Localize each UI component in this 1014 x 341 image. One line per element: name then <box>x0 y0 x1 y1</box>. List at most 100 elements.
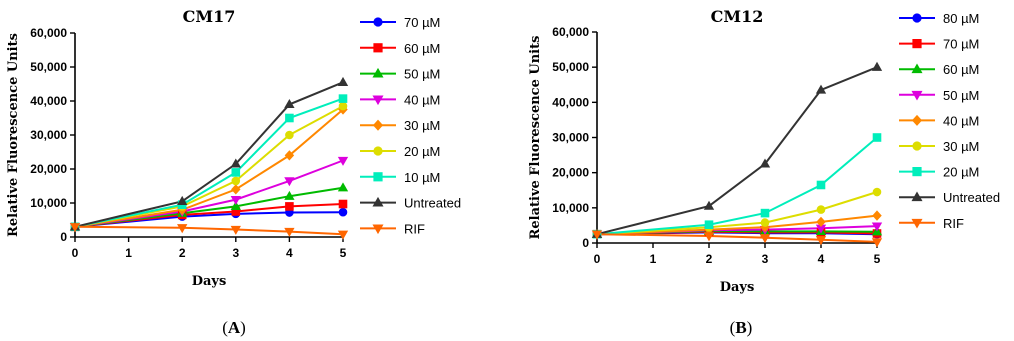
legend-label: 30 µM <box>404 118 440 133</box>
legend-label: RIF <box>404 221 425 236</box>
data-point <box>816 216 826 228</box>
y-tick-label: 30,000 <box>30 128 67 142</box>
data-point <box>337 182 349 192</box>
y-tick-label: 10,000 <box>30 196 67 210</box>
x-tick-label: 3 <box>232 246 239 260</box>
y-tick-label: 50,000 <box>30 60 67 74</box>
legend-swatch-marker <box>912 167 922 177</box>
x-tick-label: 4 <box>818 252 825 266</box>
x-tick-label: 0 <box>594 252 601 266</box>
x-tick-label: 5 <box>874 252 881 266</box>
data-point <box>759 234 771 244</box>
data-point <box>816 205 826 214</box>
data-point <box>177 224 188 234</box>
legend-label: 60 µM <box>404 41 440 56</box>
data-point <box>231 168 241 177</box>
x-tick-label: 5 <box>340 246 347 260</box>
y-tick-label: 10,000 <box>552 201 589 215</box>
data-point <box>284 150 295 161</box>
data-point <box>591 230 603 240</box>
legend-label: 50 µM <box>943 88 979 103</box>
data-point <box>231 176 241 186</box>
legend-swatch-marker <box>373 43 383 53</box>
chart-title: CM12 <box>711 7 764 26</box>
data-point <box>285 130 294 140</box>
data-point <box>871 222 883 232</box>
data-point <box>338 101 348 111</box>
x-tick-label: 4 <box>286 246 293 260</box>
data-point <box>230 195 241 205</box>
legend-swatch-marker <box>372 224 384 235</box>
legend-swatch-marker <box>372 119 384 131</box>
x-tick-label: 3 <box>762 252 769 266</box>
data-point <box>338 207 348 217</box>
x-tick-label: 2 <box>179 246 186 260</box>
legend-swatch-marker <box>372 196 384 207</box>
data-point <box>338 94 348 103</box>
data-point <box>704 220 714 230</box>
panel-letter: B <box>735 318 746 337</box>
data-point <box>871 61 883 71</box>
data-point <box>284 190 295 200</box>
data-point <box>760 218 770 227</box>
legend-label: 40 µM <box>404 92 440 107</box>
data-point <box>69 223 81 233</box>
data-point <box>337 230 349 240</box>
data-point <box>871 238 883 248</box>
data-point <box>177 195 188 205</box>
y-tick-label: 0 <box>582 236 589 250</box>
y-tick-label: 20,000 <box>30 162 67 176</box>
legend-swatch-marker <box>912 13 922 23</box>
data-point <box>230 225 241 235</box>
data-point <box>703 200 715 210</box>
chart-panel-a: CM17 0 10,000 20,000 30,000 40,000 50,000 60,00… <box>6 7 461 337</box>
legend-label: 80 µM <box>943 11 979 26</box>
chart-title: CM17 <box>183 7 236 26</box>
series-line <box>596 66 878 236</box>
legend-label: 40 µM <box>943 113 979 128</box>
data-point <box>230 158 241 168</box>
data-point <box>760 208 770 218</box>
data-point <box>337 156 349 166</box>
series-line <box>74 225 344 236</box>
legend-swatch-marker <box>911 90 923 101</box>
data-point <box>285 113 294 123</box>
y-tick-label: 60,000 <box>552 25 589 39</box>
legend-swatch-marker <box>911 63 923 74</box>
x-tick-label: 1 <box>650 252 657 266</box>
legend-label: 20 µM <box>943 165 979 180</box>
panel-label: (A) <box>222 318 246 337</box>
series-line <box>596 233 878 243</box>
y-tick-label: 60,000 <box>30 26 67 40</box>
legend-swatch-marker <box>911 114 923 126</box>
legend-swatch-marker <box>911 218 923 229</box>
x-axis-label: Days <box>720 280 755 295</box>
data-point <box>231 184 241 195</box>
y-axis-label: Relative Fluorescence Units <box>6 33 21 237</box>
y-tick-label: 0 <box>60 230 67 244</box>
panel-letter: A <box>228 318 241 337</box>
legend-label: 70 µM <box>404 15 440 30</box>
legend-swatch-marker <box>911 191 923 202</box>
data-point <box>284 99 295 109</box>
data-point <box>759 158 771 168</box>
data-point <box>815 236 827 246</box>
x-tick-label: 2 <box>706 252 713 266</box>
y-tick-label: 40,000 <box>552 95 589 109</box>
legend-swatch-marker <box>372 67 384 78</box>
data-point <box>872 210 882 221</box>
y-tick-label: 40,000 <box>30 94 67 108</box>
x-axis-label: Days <box>192 274 227 289</box>
legend-swatch-marker <box>912 39 922 49</box>
legend-swatch-marker <box>372 95 384 106</box>
series-line <box>74 97 344 228</box>
legend-label: 70 µM <box>943 37 979 52</box>
data-point <box>815 84 827 94</box>
y-tick-label: 20,000 <box>552 166 589 180</box>
legend-label: Untreated <box>404 196 461 211</box>
legend-label: RIF <box>943 216 964 231</box>
legend-label: 20 µM <box>404 144 440 159</box>
data-point <box>703 232 715 242</box>
data-point <box>816 180 826 190</box>
data-point <box>284 227 295 237</box>
